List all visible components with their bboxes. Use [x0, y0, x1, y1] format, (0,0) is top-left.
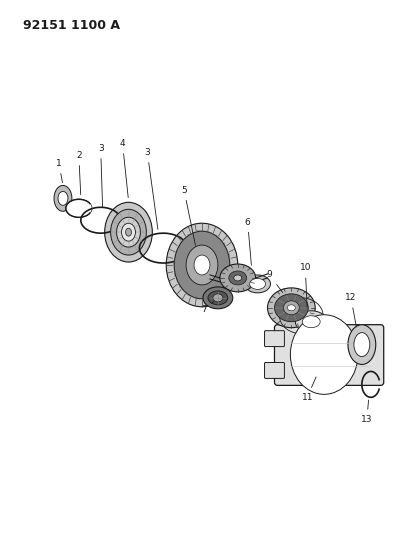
Text: 92151 1100 A: 92151 1100 A — [23, 19, 120, 33]
FancyBboxPatch shape — [264, 330, 284, 346]
Text: 3: 3 — [144, 148, 158, 229]
Ellipse shape — [66, 199, 92, 217]
Text: 9: 9 — [267, 270, 283, 293]
Ellipse shape — [116, 217, 140, 247]
FancyBboxPatch shape — [274, 325, 384, 385]
Ellipse shape — [284, 301, 299, 315]
FancyBboxPatch shape — [264, 362, 284, 378]
Ellipse shape — [290, 315, 358, 394]
Ellipse shape — [126, 228, 132, 236]
Text: 2: 2 — [76, 151, 82, 195]
Ellipse shape — [111, 209, 146, 255]
Ellipse shape — [250, 278, 266, 289]
Ellipse shape — [354, 333, 370, 357]
Text: 1: 1 — [56, 159, 62, 183]
Ellipse shape — [54, 185, 72, 211]
Text: 12: 12 — [345, 293, 357, 327]
Ellipse shape — [194, 255, 210, 275]
Ellipse shape — [220, 264, 256, 292]
Text: 5: 5 — [181, 186, 196, 245]
Ellipse shape — [245, 275, 270, 293]
Text: 11: 11 — [302, 377, 316, 402]
Ellipse shape — [186, 245, 218, 285]
Ellipse shape — [174, 231, 230, 299]
Ellipse shape — [166, 223, 238, 307]
Ellipse shape — [122, 223, 136, 241]
Ellipse shape — [203, 287, 233, 309]
Text: 3: 3 — [98, 144, 104, 207]
Text: 4: 4 — [120, 139, 128, 198]
Ellipse shape — [213, 294, 223, 302]
Text: 10: 10 — [300, 263, 311, 307]
Ellipse shape — [105, 203, 152, 262]
Ellipse shape — [268, 288, 315, 328]
Text: 6: 6 — [245, 218, 251, 265]
Text: 7: 7 — [201, 302, 214, 314]
Ellipse shape — [58, 191, 68, 205]
Ellipse shape — [229, 271, 247, 285]
Ellipse shape — [348, 325, 376, 365]
Ellipse shape — [208, 291, 228, 305]
Ellipse shape — [274, 294, 308, 322]
Ellipse shape — [302, 316, 320, 328]
Ellipse shape — [295, 311, 327, 333]
Ellipse shape — [234, 275, 242, 281]
Ellipse shape — [287, 305, 295, 311]
Text: 13: 13 — [361, 400, 372, 424]
